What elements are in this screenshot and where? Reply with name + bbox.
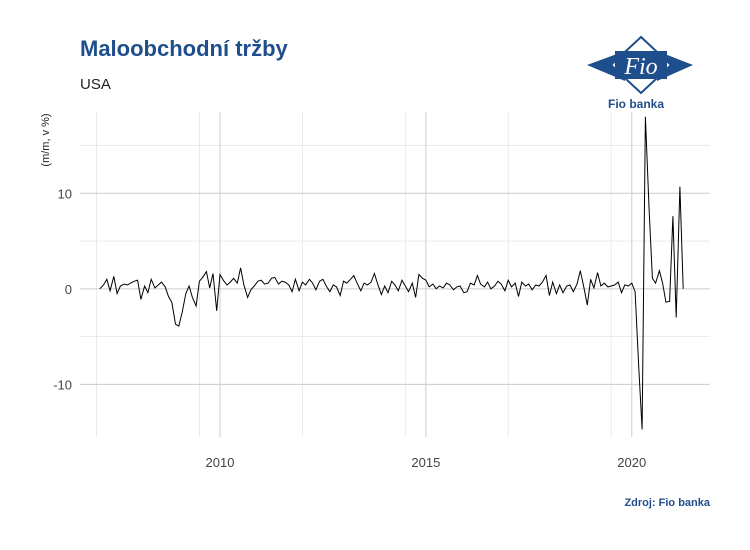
fio-logo: Fio — [587, 35, 693, 95]
x-tick-label: 2010 — [206, 455, 235, 470]
series-line — [99, 116, 684, 430]
source-note: Zdroj: Fio banka — [624, 497, 710, 509]
x-axis-ticks: 2010 2015 2020 — [206, 455, 647, 470]
chart-title: Maloobchodní tržby — [80, 36, 288, 61]
logo-box — [615, 51, 667, 79]
x-tick-label: 2015 — [411, 455, 440, 470]
y-tick-label: 0 — [65, 282, 72, 297]
chart-grid — [80, 112, 710, 437]
logo-brand-text: Fio banka — [608, 97, 665, 111]
x-tick-label: 2020 — [617, 455, 646, 470]
y-axis-ticks: -10 0 10 — [53, 186, 72, 392]
chart-subtitle: USA — [80, 76, 111, 93]
y-tick-label: -10 — [53, 377, 72, 392]
y-tick-label: 10 — [58, 186, 72, 201]
logo-letters: Fio — [623, 54, 657, 80]
y-axis-label: (m/m, v %) — [40, 113, 52, 166]
